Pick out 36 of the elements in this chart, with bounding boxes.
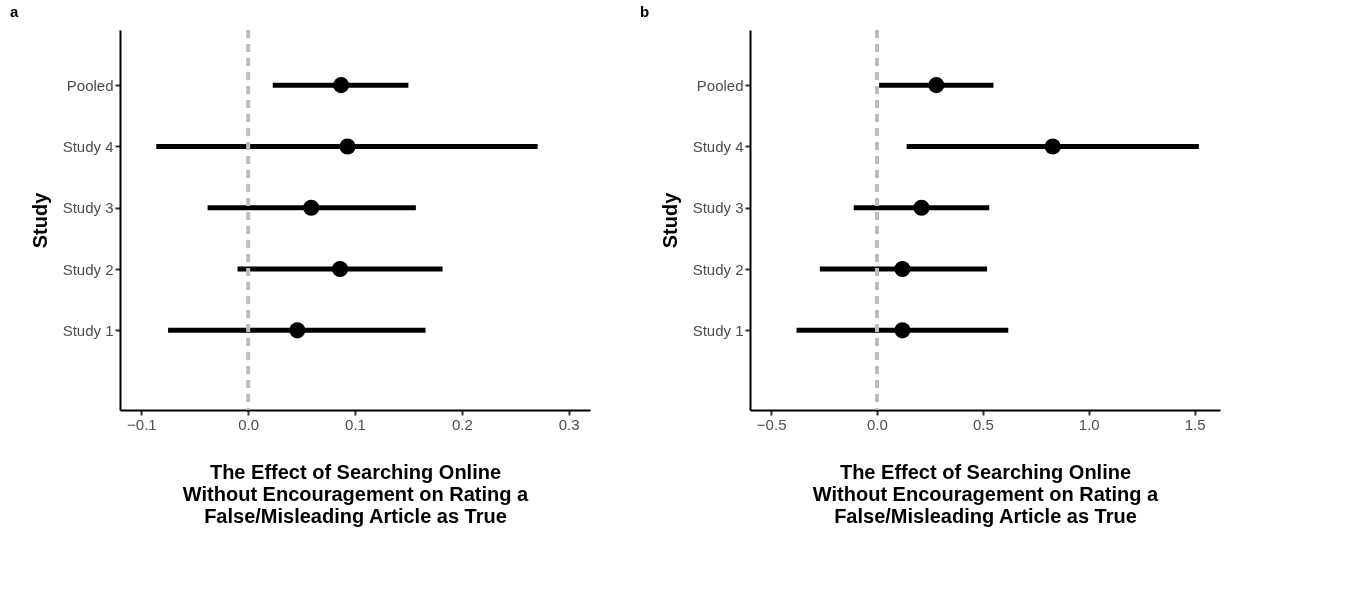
y-tick-label: Pooled [66, 76, 114, 94]
y-tick-label: Study 4 [692, 137, 744, 155]
y-axis-title: Study [28, 191, 51, 249]
x-tick-label: 1.5 [1184, 415, 1206, 433]
y-tick-label: Study 3 [692, 199, 744, 217]
point [289, 322, 306, 339]
chart-title: b [640, 3, 650, 20]
y-tick-label: Study 2 [62, 260, 114, 278]
y-tick-label: Study 4 [62, 137, 114, 155]
y-tick-label: Study 1 [692, 321, 744, 339]
point [331, 260, 349, 278]
x-tick-label: 0.0 [238, 415, 260, 433]
x-axis-title: The Effect of Searching Online Without Encouragement on Rating a False/Misleading Article as True [182, 460, 530, 527]
point [1044, 138, 1061, 155]
x-tick-label: −0.5 [756, 415, 787, 433]
y-tick-label: Study 3 [62, 199, 114, 217]
x-tick-label: 0.3 [558, 415, 580, 433]
y-axis-title: Study [658, 191, 681, 249]
point [913, 199, 930, 216]
x-tick-label: 0.0 [867, 415, 888, 433]
x-tick-label: 0.1 [345, 415, 366, 433]
point [339, 138, 356, 155]
y-tick-label: Study 2 [692, 260, 744, 278]
point [894, 322, 911, 339]
point [894, 260, 911, 278]
x-axis-title: The Effect of Searching Online Without Encouragement on Rating a False/Misleading Article as True [812, 460, 1160, 527]
y-tick-label: Pooled [696, 76, 744, 94]
chart-title: a [10, 3, 19, 20]
x-tick-label: 0.5 [972, 415, 994, 433]
x-tick-label: −0.1 [127, 415, 157, 433]
point [303, 199, 320, 216]
point [928, 77, 945, 94]
point [333, 77, 350, 94]
x-tick-label: 0.2 [451, 415, 473, 433]
x-tick-label: 1.0 [1078, 415, 1100, 433]
y-tick-label: Study 1 [62, 321, 114, 339]
